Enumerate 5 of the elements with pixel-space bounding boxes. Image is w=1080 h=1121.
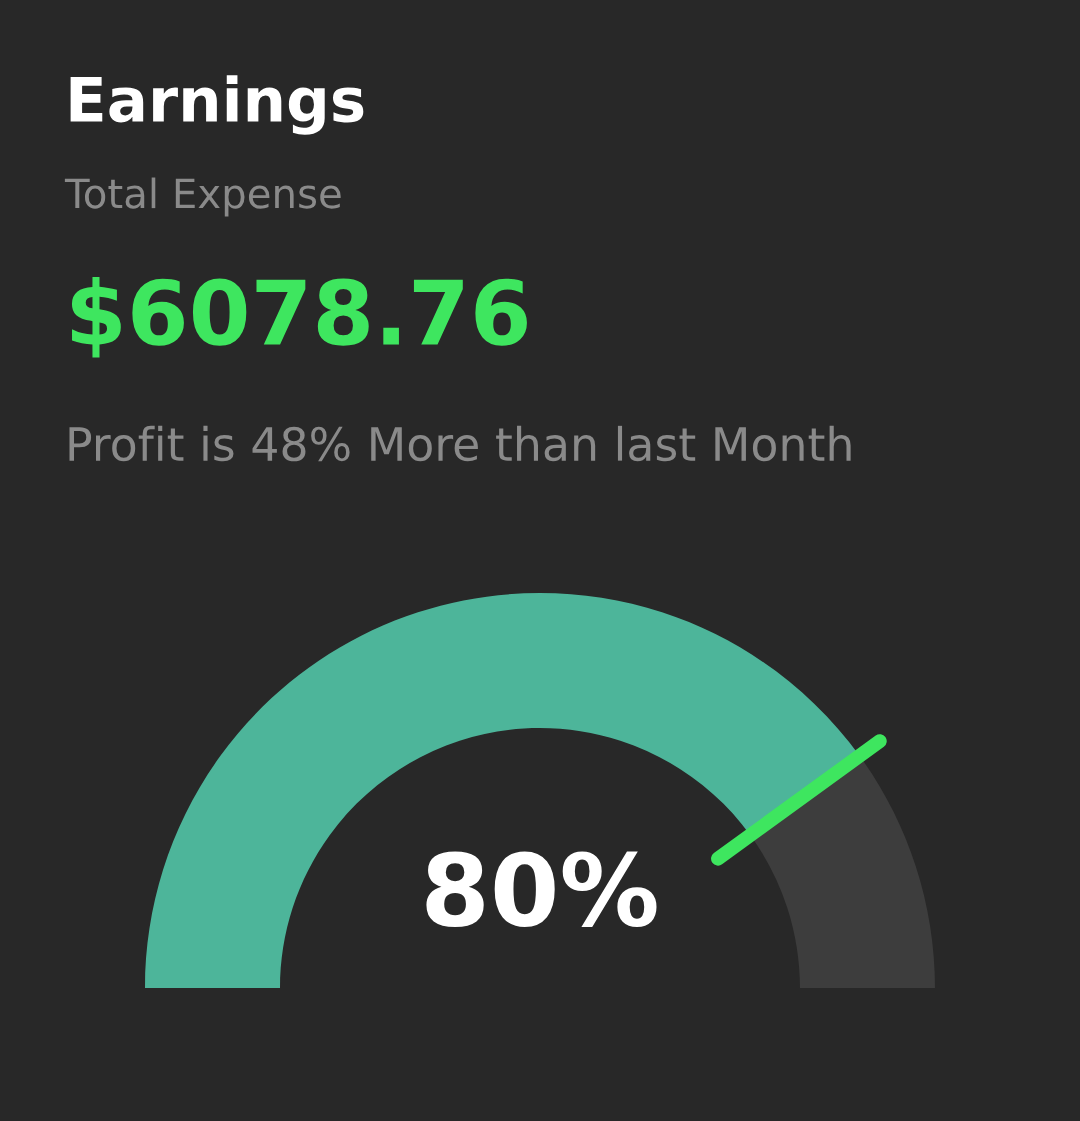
chart-title: Earnings	[70, 75, 364, 135]
chart-subtitle: Total Expense	[64, 177, 341, 217]
text: $6078.76	[71, 276, 527, 358]
data-label: 80%	[426, 851, 657, 928]
text: Profit is 48% More than last Month	[69, 425, 851, 462]
